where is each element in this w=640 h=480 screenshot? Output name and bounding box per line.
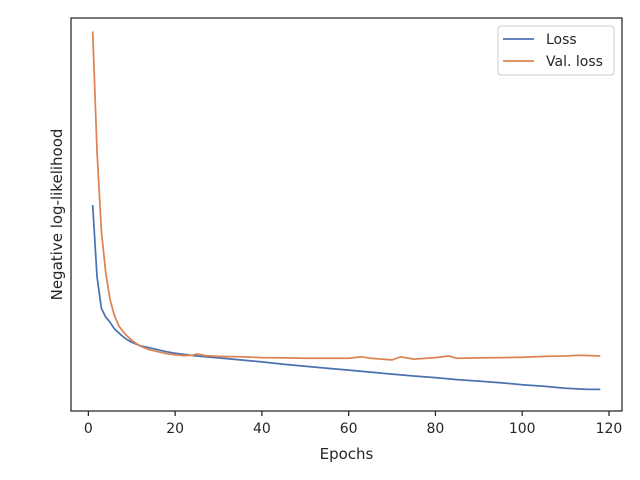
legend-label-2: Val. loss bbox=[546, 54, 603, 70]
x-tick-label: 80 bbox=[427, 421, 445, 437]
x-tick-label: 20 bbox=[166, 421, 184, 437]
series-line-2 bbox=[91, 31, 601, 361]
y-axis-label: Negative log-likelihood bbox=[48, 129, 66, 301]
x-axis-ticks: 0 20 40 60 80 100 120 bbox=[84, 411, 622, 437]
x-tick-label: 0 bbox=[84, 421, 93, 437]
plot-area bbox=[71, 18, 622, 411]
legend-label-1: Loss bbox=[546, 32, 577, 48]
x-tick-label: 120 bbox=[596, 421, 623, 437]
series-layer bbox=[91, 31, 601, 391]
plot-frame bbox=[70, 17, 623, 412]
x-tick-label: 60 bbox=[340, 421, 358, 437]
x-tick-label: 40 bbox=[253, 421, 271, 437]
x-tick-label: 100 bbox=[509, 421, 536, 437]
legend: Loss Val. loss bbox=[497, 25, 615, 76]
series-line-1 bbox=[91, 205, 601, 391]
x-axis-label: Epochs bbox=[320, 445, 374, 463]
